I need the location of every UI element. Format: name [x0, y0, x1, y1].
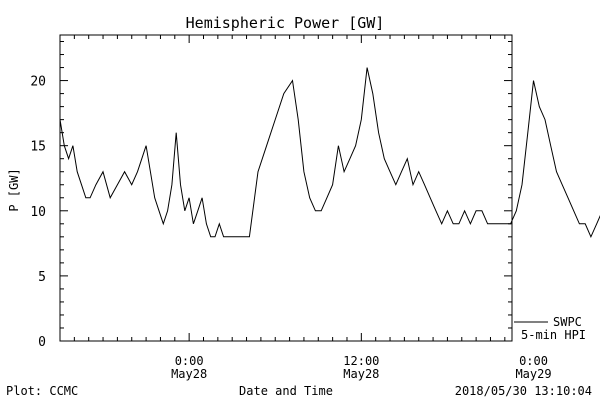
x-axis: 0:00May2812:00May280:00May2912:00May290:…: [59, 35, 552, 381]
x-tick-label-date: May28: [343, 367, 379, 381]
y-axis: 0 5 10 15 20: [30, 41, 512, 350]
y-axis-label: P [GW]: [7, 168, 21, 211]
footer-left: Plot: CCMC: [6, 384, 78, 398]
legend: SWPC 5-min HPI: [514, 315, 586, 342]
x-tick-label-date: May28: [171, 367, 207, 381]
plot-frame: [59, 34, 513, 342]
y-tick-label: 0: [38, 335, 46, 350]
y-tick-label: 15: [30, 140, 46, 155]
x-tick-label-time: 0:00: [519, 354, 548, 368]
x-tick-label-date: May29: [515, 367, 551, 381]
series-line-hemispheric-power: [59, 67, 600, 239]
y-tick-label: 20: [30, 75, 46, 90]
footer-right: 2018/05/30 13:10:04: [455, 384, 592, 398]
x-axis-label: Date and Time: [239, 384, 333, 398]
y-tick-label: 10: [30, 205, 46, 220]
legend-item-5-min-hpi: 5-min HPI: [521, 328, 586, 342]
chart-title: Hemispheric Power [GW]: [186, 14, 385, 32]
x-tick-label-time: 12:00: [343, 354, 379, 368]
y-tick-label: 5: [38, 270, 46, 285]
legend-item-swpc: SWPC: [553, 315, 582, 329]
x-tick-label-time: 0:00: [175, 354, 204, 368]
